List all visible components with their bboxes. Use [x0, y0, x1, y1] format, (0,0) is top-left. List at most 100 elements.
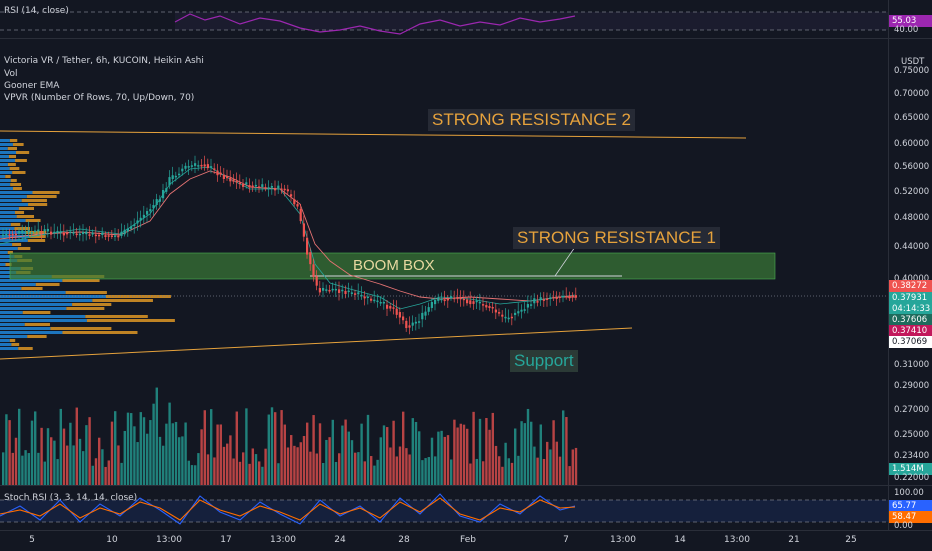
boom-box-label[interactable]: BOOM BOX [353, 257, 435, 274]
candle-body [274, 187, 277, 191]
candle-body [334, 288, 337, 291]
vpvr-up [0, 319, 87, 322]
symbol-legend[interactable]: Victoria VR / Tether, 6h, KUCOIN, Heikin… [4, 56, 204, 66]
candle-body [171, 175, 174, 179]
price-axis[interactable]: 55.03 40.00 USDT 0.75000 0.70000 0.65000… [888, 0, 932, 531]
volume-bar [130, 413, 133, 485]
volume-bar [498, 456, 501, 485]
candle-body [296, 204, 299, 207]
candle-body [152, 205, 155, 209]
candle-body [485, 305, 488, 308]
candle-body [562, 295, 565, 298]
candle-body [123, 229, 126, 235]
vpvr-up [0, 291, 66, 294]
candle-body [264, 187, 267, 189]
legend-vol[interactable]: Vol [4, 69, 18, 79]
candle-body [72, 232, 75, 234]
candle-body [267, 187, 270, 189]
volume-bar [562, 410, 565, 485]
volume-bar [347, 431, 350, 485]
candle-body [62, 232, 65, 236]
candle-body [533, 298, 536, 304]
vpvr-up [0, 175, 6, 178]
volume-bar [8, 420, 11, 485]
volume-bar [501, 466, 504, 485]
candle-body [434, 299, 437, 305]
volume-bar [331, 419, 334, 485]
candle-body [254, 184, 257, 187]
volume-bar [101, 449, 104, 485]
vpvr-down [66, 307, 105, 310]
vpvr-down [7, 147, 17, 150]
volume-bar [350, 440, 354, 485]
legend-vpvr[interactable]: VPVR (Number Of Rows, 70, Up/Down, 70) [4, 93, 195, 103]
vpvr-down [62, 279, 100, 282]
time-tick: 13:00 [156, 535, 182, 545]
price-tag-1: 0.38272 [889, 280, 932, 292]
candles [2, 155, 577, 335]
volume-bar [274, 412, 277, 485]
resistance-1-label[interactable]: STRONG RESISTANCE 1 [513, 227, 720, 249]
volume-bar [158, 436, 162, 485]
vpvr-up [0, 219, 26, 222]
stoch-rsi-pane[interactable]: Stoch RSI (3, 3, 14, 14, close) [0, 486, 888, 530]
vpvr-down [15, 159, 27, 162]
candle-body [338, 289, 341, 293]
volume-bar [120, 462, 123, 485]
candle-body [571, 295, 574, 297]
volume-bar [360, 423, 363, 485]
volume-bar [232, 458, 235, 485]
vpvr-down [62, 331, 138, 334]
candle-body [446, 298, 449, 301]
vpvr-down [9, 167, 20, 170]
volume-bar [542, 458, 546, 485]
vpvr-down [12, 143, 24, 146]
rsi-pane[interactable]: RSI (14, close) [0, 0, 888, 38]
candle-body [18, 231, 21, 234]
vpvr-up [0, 343, 12, 346]
volume-bar [462, 424, 466, 485]
price-tick: 0.52000 [894, 187, 930, 197]
vpvr-up [0, 323, 25, 326]
candle-body [126, 228, 129, 232]
volume-bar [322, 462, 325, 485]
support-label[interactable]: Support [510, 350, 578, 372]
vpvr-up [0, 179, 11, 182]
main-chart[interactable] [0, 39, 888, 485]
candle-body [475, 300, 478, 303]
volume-bar [222, 446, 226, 485]
volume-bar [242, 452, 245, 485]
main-chart-pane[interactable]: Victoria VR / Tether, 6h, KUCOIN, Heikin… [0, 39, 888, 485]
candle-body [85, 231, 88, 235]
volume-bar [434, 456, 437, 485]
volume-bar [34, 411, 37, 485]
time-axis[interactable]: 5 10 13:00 17 13:00 24 28 Feb 7 13:00 14… [0, 530, 932, 551]
candle-body [315, 276, 318, 286]
candle-body [424, 311, 427, 316]
volume-bar [453, 419, 456, 485]
volume-bar [539, 424, 542, 485]
resistance-2-line [0, 130, 747, 139]
candle-body [392, 307, 395, 309]
candle-body [382, 301, 385, 304]
time-tick: 28 [398, 535, 410, 545]
candle-body [494, 309, 497, 313]
candle-body [283, 188, 286, 191]
candle-body [472, 301, 475, 304]
legend-gooner-ema[interactable]: Gooner EMA [4, 81, 60, 91]
vpvr-down [32, 191, 60, 194]
rsi-plot [0, 11, 888, 35]
resistance-2-label[interactable]: STRONG RESISTANCE 2 [428, 109, 635, 131]
candle-body [251, 185, 254, 187]
volume-bar [133, 426, 136, 485]
volume-bar [261, 466, 264, 485]
volume-bar [437, 431, 440, 485]
vpvr-down [21, 287, 43, 290]
vpvr-down [26, 195, 57, 198]
rsi-legend: RSI (14, close) [4, 6, 69, 16]
volume-profile [0, 139, 175, 350]
volume-bar [312, 415, 315, 485]
resistance-1-connector [554, 246, 576, 277]
vpvr-up [0, 295, 106, 298]
candle-body [549, 297, 552, 299]
